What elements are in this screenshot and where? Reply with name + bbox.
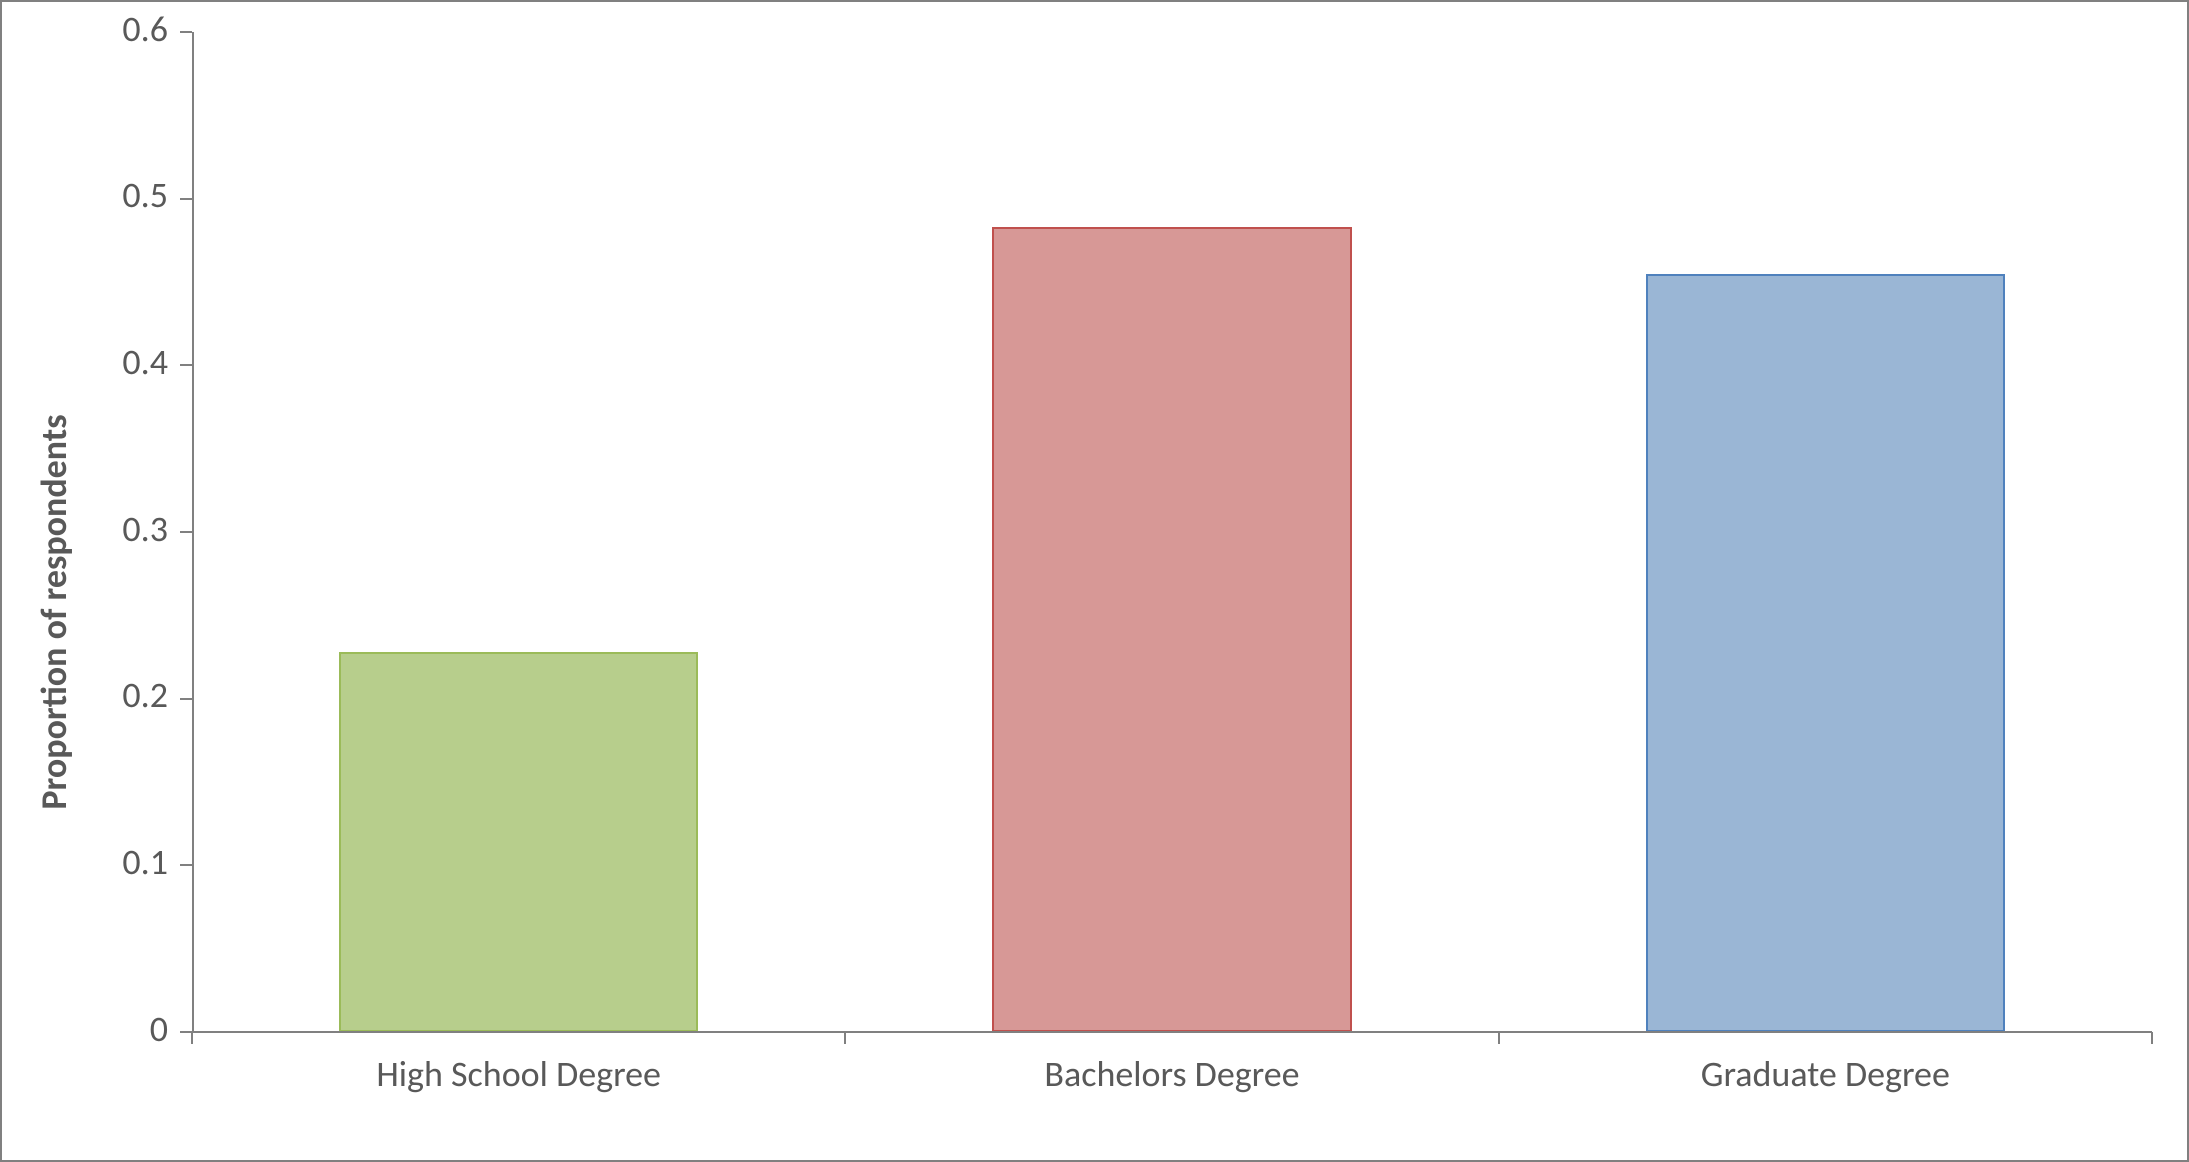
- y-tick-mark: [180, 364, 192, 366]
- bar: [339, 652, 698, 1032]
- y-tick-label: 0.1: [2, 840, 168, 884]
- y-tick-label: 0: [2, 1007, 168, 1051]
- y-tick-label: 0.4: [2, 340, 168, 384]
- x-tick-label: High School Degree: [192, 1052, 845, 1096]
- y-tick-mark: [180, 31, 192, 33]
- x-tick-label: Bachelors Degree: [845, 1052, 1498, 1096]
- x-tick-mark: [844, 1032, 846, 1044]
- x-axis-line: [192, 1031, 2152, 1033]
- y-tick-label: 0.5: [2, 173, 168, 217]
- x-tick-mark: [191, 1032, 193, 1044]
- y-tick-mark: [180, 531, 192, 533]
- bar: [992, 227, 1351, 1032]
- y-axis-title: Proportion of respondents: [32, 312, 76, 912]
- bar: [1646, 274, 2005, 1032]
- x-tick-mark: [1498, 1032, 1500, 1044]
- y-tick-mark: [180, 698, 192, 700]
- y-axis-line: [192, 32, 194, 1032]
- chart-container: Proportion of respondents 0 0.1 0.2 0.3 0.4 0…: [0, 0, 2189, 1162]
- y-tick-label: 0.6: [2, 7, 168, 51]
- y-tick-mark: [180, 864, 192, 866]
- x-tick-mark: [2151, 1032, 2153, 1044]
- x-tick-label: Graduate Degree: [1499, 1052, 2152, 1096]
- y-tick-label: 0.2: [2, 673, 168, 717]
- y-tick-label: 0.3: [2, 507, 168, 551]
- y-tick-mark: [180, 198, 192, 200]
